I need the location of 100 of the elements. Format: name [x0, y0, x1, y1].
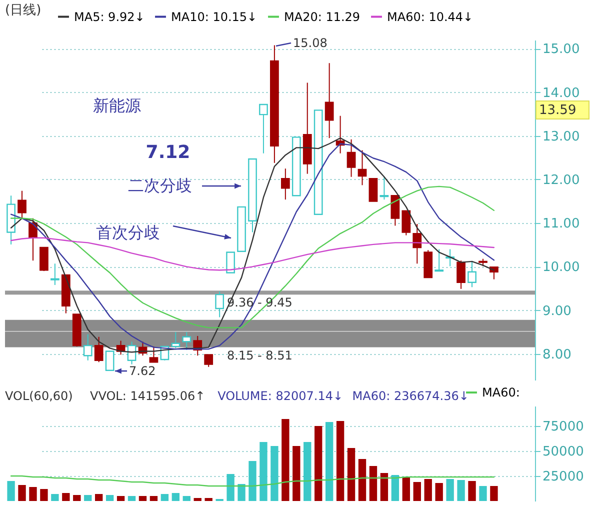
y-tick-label: 14.00: [542, 86, 580, 101]
bar: [40, 489, 48, 501]
bar: [138, 496, 147, 501]
bar: [106, 495, 114, 501]
bar: [62, 493, 70, 501]
bar: [336, 421, 344, 501]
candlestick: [182, 332, 192, 350]
candlestick: [215, 291, 224, 318]
candlestick: [358, 150, 367, 186]
candlestick: [50, 263, 60, 286]
text: VOL(60,60): [5, 389, 73, 403]
bar: [292, 446, 300, 501]
candlestick: [105, 350, 114, 372]
annotation: 15.08: [293, 36, 328, 50]
bar: [29, 487, 37, 501]
bar: [182, 496, 190, 501]
y-tick-label: 11.00: [542, 216, 580, 232]
bar: [150, 496, 158, 501]
bar: [18, 485, 26, 501]
bar: [73, 495, 81, 501]
bar: [424, 479, 432, 501]
bar: [204, 498, 212, 501]
annotation: 首次分歧: [96, 223, 160, 242]
y-tick-label: 8.00: [542, 347, 572, 362]
candlestick: [380, 176, 389, 200]
candlestick: [204, 354, 214, 368]
annotation: 7.62: [129, 364, 156, 378]
bar: [160, 494, 169, 501]
candlestick: [226, 252, 235, 274]
bar: [457, 480, 465, 501]
text: VVOL: 141595.06↑: [90, 389, 206, 403]
candlestick: [259, 104, 268, 154]
bar: [194, 498, 202, 501]
legend-label: MA60:: [482, 386, 520, 400]
y-tick-label: 12.00: [542, 172, 580, 188]
bar: [435, 483, 443, 501]
bar: [304, 442, 312, 501]
bar: [84, 495, 92, 501]
bar: [270, 446, 278, 501]
bar: [314, 426, 322, 501]
candlestick: [94, 336, 104, 363]
bar: [226, 474, 234, 501]
bar: [51, 494, 59, 501]
y-tick-label: 10.00: [542, 260, 580, 276]
bar: [128, 496, 136, 501]
chart-title: (日线): [5, 3, 42, 18]
bar: [347, 448, 356, 501]
candlestick: [434, 248, 444, 272]
y-tick-label: 9.00: [542, 304, 572, 319]
bar: [402, 477, 410, 501]
bar: [369, 466, 378, 501]
y-tick-label: 25000: [542, 470, 584, 484]
candlestick: [127, 341, 136, 365]
bar: [248, 461, 256, 501]
y-tick-label: 15.00: [542, 42, 580, 58]
candlestick: [412, 223, 422, 264]
bar: [413, 482, 421, 501]
bar: [446, 479, 454, 501]
candlestick: [40, 246, 48, 272]
bar: [282, 419, 290, 501]
candlestick: [390, 195, 400, 226]
bar: [479, 486, 487, 501]
candlestick: [18, 190, 26, 219]
annotation: 新能源: [93, 96, 141, 115]
y-tick-label: 13.00: [542, 129, 580, 144]
annotation: 二次分歧: [128, 176, 192, 195]
annotation: 7.12: [146, 142, 190, 163]
candlestick: [280, 168, 290, 200]
candlestick: [456, 260, 466, 290]
bar: [490, 486, 498, 501]
candlestick: [368, 178, 378, 202]
bar: [260, 442, 268, 501]
bar: [468, 481, 476, 501]
bar: [325, 422, 334, 501]
bar: [380, 473, 388, 501]
line-series: [10, 475, 495, 487]
bar: [95, 494, 103, 501]
candlestick: [149, 346, 158, 363]
legend-label: MA5: 9.92↓: [74, 10, 145, 24]
legend-label: MA10: 10.15↓: [171, 10, 258, 24]
candlestick: [402, 210, 411, 236]
text: 13.59: [539, 103, 576, 118]
bar: [7, 481, 15, 501]
band-label: 8.15 - 8.51: [227, 348, 292, 362]
candlestick: [171, 332, 180, 349]
y-tick-label: 75000: [542, 420, 584, 434]
candlestick: [83, 334, 92, 361]
text: VOLUME: 82007.14↓: [218, 389, 344, 403]
candlestick: [324, 62, 334, 139]
bar: [116, 496, 125, 501]
bar: [238, 484, 246, 501]
text: MA60: 236674.36↓: [352, 389, 469, 403]
y-tick-label: 50000: [542, 444, 584, 460]
bar: [358, 459, 366, 501]
bar: [391, 475, 400, 501]
bar: [172, 493, 180, 501]
candlestick: [346, 138, 356, 178]
legend-label: MA20: 11.29: [284, 10, 360, 24]
legend-label: MA60: 10.44↓: [387, 10, 474, 24]
candlestick: [468, 260, 476, 288]
